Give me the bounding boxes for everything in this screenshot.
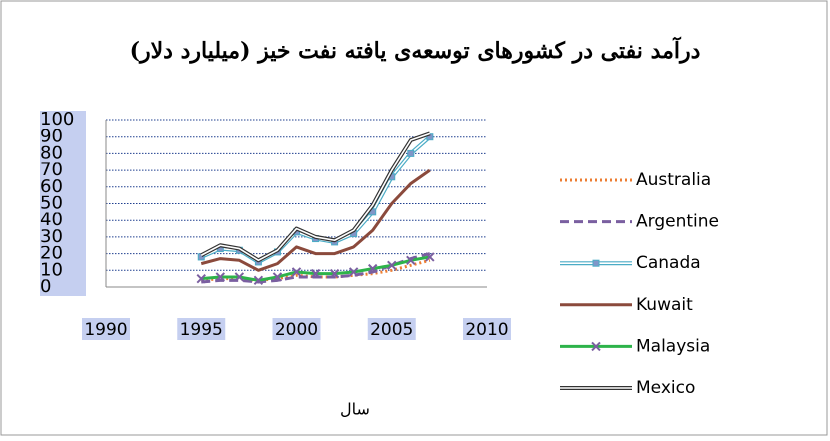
marker xyxy=(348,267,359,277)
marker xyxy=(592,259,600,267)
y-tick-label: 70 xyxy=(40,159,63,180)
y-tick-label: 30 xyxy=(40,226,63,247)
legend-entry: Canada xyxy=(560,253,701,273)
legend-label: Kuwait xyxy=(636,295,693,315)
marker xyxy=(387,260,397,270)
series-line xyxy=(201,252,431,284)
tick-highlight xyxy=(40,244,86,263)
legend-label: Malaysia xyxy=(636,336,710,356)
legend-entry: Argentine xyxy=(560,212,719,232)
y-tick-label: 20 xyxy=(40,243,63,264)
y-tick-label: 50 xyxy=(40,193,63,214)
tick-highlight xyxy=(40,111,86,129)
tick-highlight xyxy=(40,278,86,296)
x-tick-label: 2000 xyxy=(275,320,318,340)
series xyxy=(201,258,431,282)
series xyxy=(200,131,431,263)
legend-label: Argentine xyxy=(636,212,719,232)
tick-highlight xyxy=(82,318,130,340)
tick-highlight xyxy=(40,127,86,146)
marker xyxy=(291,267,302,277)
tick-highlight xyxy=(40,177,86,196)
legend-label: Canada xyxy=(636,253,701,273)
tick-highlight xyxy=(272,318,321,340)
series xyxy=(201,252,431,284)
marker xyxy=(253,275,264,286)
tick-highlight xyxy=(367,318,416,340)
series xyxy=(200,168,431,272)
tick-highlight xyxy=(40,194,86,213)
y-tick-label: 80 xyxy=(40,142,63,163)
marker xyxy=(272,272,283,282)
marker xyxy=(196,273,206,284)
series-line xyxy=(200,168,431,272)
marker xyxy=(407,149,415,157)
y-tick-label: 10 xyxy=(40,259,63,280)
marker xyxy=(591,341,601,352)
tick-highlight xyxy=(40,261,86,280)
y-tick-label: 0 xyxy=(40,276,51,297)
legend-entry: Mexico xyxy=(560,378,695,398)
legend-entry: Kuwait xyxy=(560,295,693,315)
tick-highlight xyxy=(463,318,511,340)
marker xyxy=(425,252,435,262)
marker xyxy=(406,255,416,265)
tick-highlight xyxy=(40,144,86,163)
marker xyxy=(310,268,321,279)
chart-title: درآمد نفتی در کشورهای توسعه‌ی یافته نفت … xyxy=(130,36,701,64)
tick-highlight xyxy=(40,161,86,180)
y-tick-label: 90 xyxy=(40,126,63,147)
x-tick-label: 2005 xyxy=(370,320,413,340)
marker xyxy=(234,272,245,282)
legend-entry: Malaysia xyxy=(560,336,710,356)
x-tick-label: 1995 xyxy=(180,320,223,340)
tick-highlight xyxy=(177,318,226,340)
marker xyxy=(367,263,378,274)
legend-label: Australia xyxy=(636,170,711,190)
marker xyxy=(215,272,226,282)
y-tick-label: 40 xyxy=(40,209,63,230)
tick-highlight xyxy=(40,211,86,230)
x-tick-label: 2010 xyxy=(465,320,508,340)
series xyxy=(196,252,435,286)
y-tick-label: 60 xyxy=(40,176,63,197)
x-axis-label: سال xyxy=(340,400,370,419)
marker xyxy=(329,268,340,279)
x-tick-label: 1990 xyxy=(84,320,127,340)
tick-highlight xyxy=(40,227,86,246)
legend-label: Mexico xyxy=(636,378,695,398)
series-line xyxy=(200,132,431,262)
y-tick-label: 100 xyxy=(40,109,74,130)
legend-entry: Australia xyxy=(560,170,711,190)
series-line xyxy=(201,258,431,282)
